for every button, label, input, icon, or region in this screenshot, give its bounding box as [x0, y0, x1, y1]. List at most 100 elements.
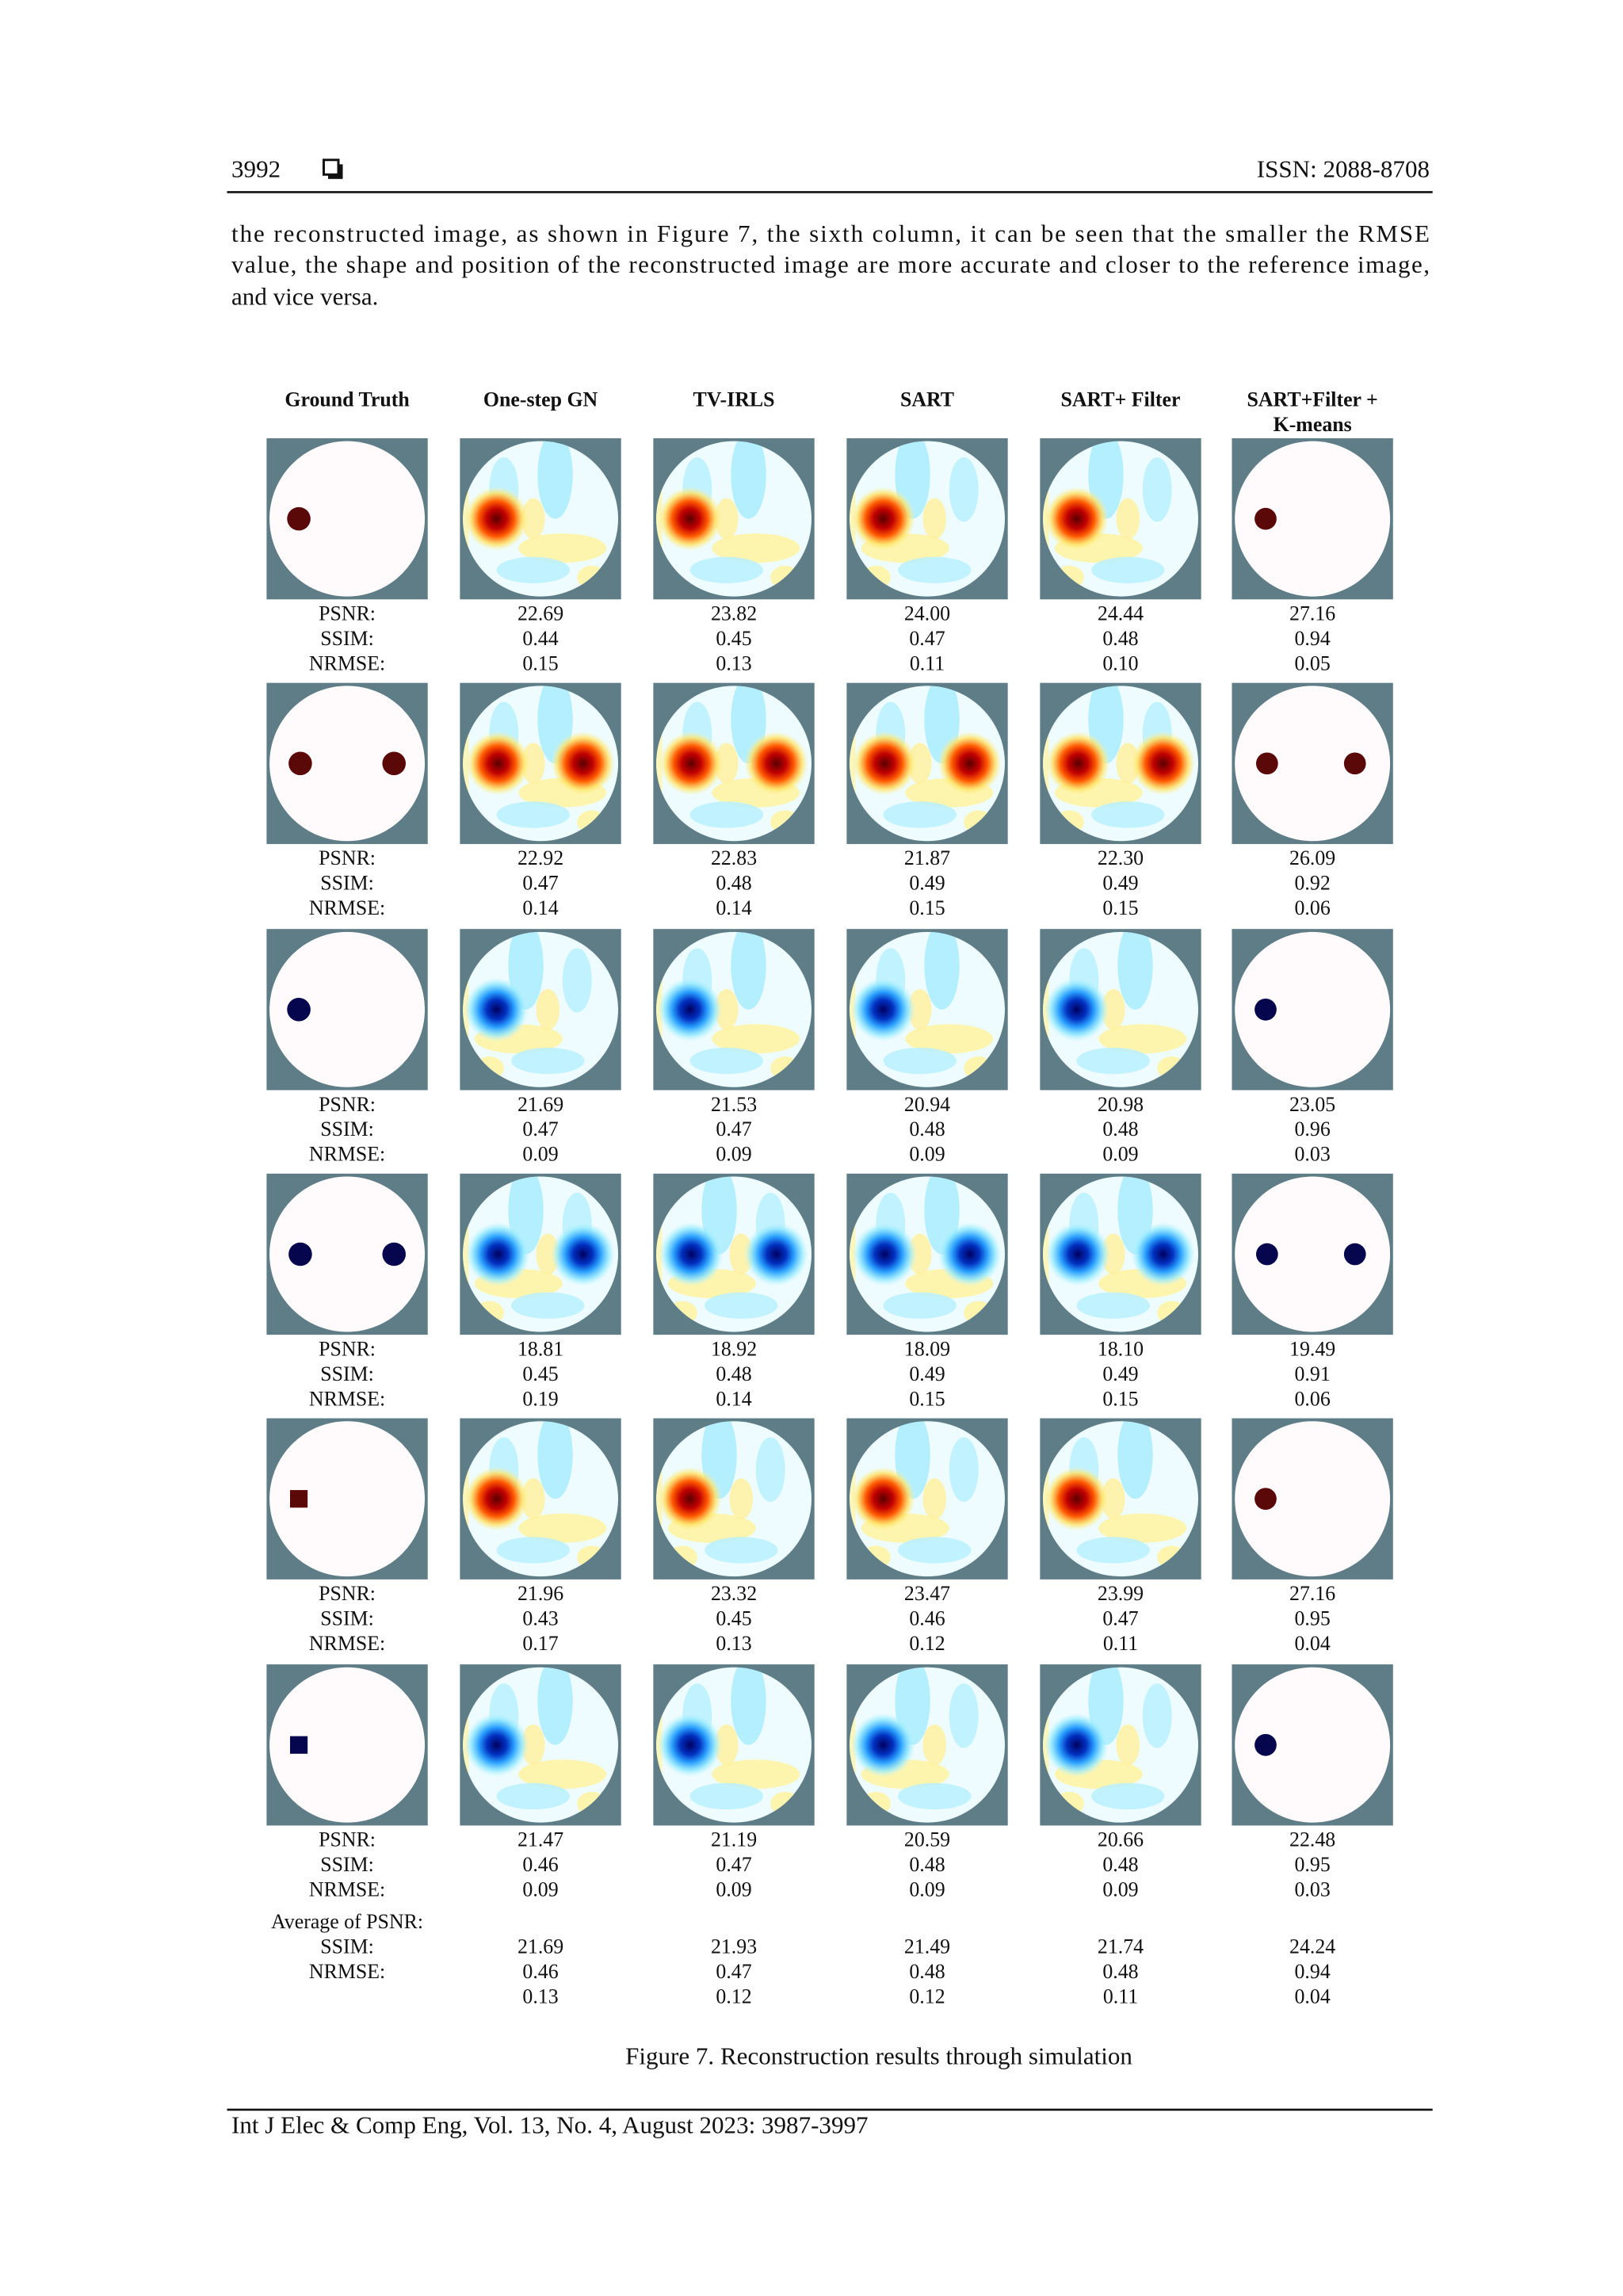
- texture: [1043, 441, 1172, 597]
- metric-value: 24.44: [1098, 602, 1144, 625]
- figure-caption: Figure 7. Reconstruction results through…: [625, 2042, 1132, 2069]
- metric-value: 0.47: [522, 872, 558, 895]
- texture: [1043, 1421, 1187, 1577]
- anomaly-blob: [657, 1713, 723, 1778]
- reconstruction-image: [846, 682, 1008, 844]
- metric-value: 0.14: [522, 896, 558, 919]
- box-icon: [323, 159, 343, 179]
- texture-blob: [1091, 1782, 1165, 1810]
- texture-blob: [518, 533, 607, 563]
- texture-blob: [922, 498, 947, 540]
- reconstruction-image: [266, 682, 428, 844]
- texture: [850, 441, 979, 597]
- anomaly-blob: [937, 731, 1002, 796]
- metric-value: 0.14: [716, 1387, 751, 1410]
- reconstruction-image: [460, 1173, 621, 1335]
- metric-value: 0.14: [716, 896, 751, 919]
- anomaly-blob: [657, 977, 723, 1042]
- texture-blob: [1076, 1292, 1150, 1319]
- footer: Int J Elec & Comp Eng, Vol. 13, No. 4, A…: [231, 2111, 869, 2138]
- metric-value: 0.49: [909, 872, 945, 895]
- metric-value: 0.15: [909, 1387, 945, 1410]
- texture: [850, 1667, 979, 1823]
- texture-blob: [907, 988, 932, 1030]
- reconstruction-image: [460, 1664, 621, 1826]
- metric-value: 27.16: [1289, 1582, 1335, 1605]
- metric-value: 23.47: [904, 1582, 950, 1605]
- metric-value: 0.15: [522, 651, 558, 674]
- texture-blob: [1091, 801, 1165, 828]
- metric-value: 0.11: [910, 651, 945, 674]
- metric-value: 21.53: [711, 1093, 757, 1116]
- texture-blob: [898, 1782, 972, 1810]
- texture-blob: [705, 1537, 778, 1564]
- metric-label: NRMSE:: [309, 1632, 385, 1655]
- metric-value: 18.09: [904, 1337, 950, 1360]
- anomaly-blob: [850, 1713, 916, 1778]
- average-value: 0.46: [522, 1960, 558, 1983]
- anomaly-blob: [937, 1221, 1002, 1287]
- reconstruction-image: [266, 437, 428, 600]
- metric-label: SSIM:: [320, 627, 374, 650]
- reconstruction-image: [460, 682, 621, 844]
- domain-circle: [269, 1176, 426, 1332]
- domain-circle: [269, 1421, 426, 1577]
- metric-value: 0.48: [909, 1853, 945, 1876]
- texture-blob: [1142, 457, 1172, 522]
- metric-value: 0.45: [522, 1362, 558, 1385]
- metric-value: 0.48: [1102, 627, 1138, 650]
- metric-value: 0.09: [522, 1143, 558, 1166]
- anomaly-blob: [657, 486, 723, 552]
- metric-label: PSNR:: [319, 602, 376, 625]
- reconstruction-image: [846, 1418, 1008, 1580]
- reconstruction-image: [1040, 1664, 1201, 1826]
- average-value: 0.11: [1103, 1985, 1138, 2008]
- texture: [463, 1667, 607, 1823]
- metric-value: 0.45: [716, 627, 751, 650]
- texture-blob: [922, 1724, 947, 1766]
- anomaly-blob: [1130, 731, 1196, 796]
- texture: [850, 686, 1002, 842]
- metric-value: 21.87: [904, 846, 950, 869]
- metric-value: 0.48: [716, 1362, 751, 1385]
- metric-value: 21.69: [517, 1093, 563, 1116]
- anomaly-blob: [464, 486, 529, 552]
- metric-value: 0.92: [1295, 872, 1331, 895]
- page-number: 3992: [231, 155, 281, 183]
- reconstruction-image: [1040, 1418, 1201, 1580]
- edge-band: [1043, 1176, 1049, 1332]
- average-label: SSIM:: [320, 1935, 374, 1958]
- column-header: TV-IRLS: [693, 388, 775, 411]
- average-value: 0.04: [1295, 1985, 1331, 2008]
- reconstruction-image: [653, 1664, 815, 1826]
- anomaly-dot: [287, 998, 311, 1022]
- metric-label: PSNR:: [319, 846, 376, 869]
- texture-blob: [898, 556, 972, 583]
- metric-value: 0.44: [522, 627, 558, 650]
- texture-blob: [715, 498, 739, 540]
- metric-value: 0.03: [1295, 1878, 1331, 1901]
- texture-blob: [689, 1782, 764, 1810]
- average-value: 0.12: [716, 1985, 751, 2008]
- anomaly-dot: [287, 506, 311, 531]
- reconstruction-image: [846, 437, 1008, 600]
- metric-label: SSIM:: [320, 1117, 374, 1140]
- metric-label: PSNR:: [319, 1828, 376, 1851]
- reconstruction-image: [846, 1664, 1008, 1826]
- column-header: K-means: [1274, 413, 1352, 436]
- texture-blob: [496, 556, 571, 583]
- texture-blob: [1098, 1513, 1187, 1543]
- metric-value: 0.05: [1295, 651, 1331, 674]
- texture: [463, 1176, 616, 1332]
- texture-blob: [536, 988, 560, 1030]
- reconstruction-image: [653, 929, 815, 1091]
- metric-value: 18.92: [711, 1337, 757, 1360]
- metric-value: 23.32: [711, 1582, 757, 1605]
- anomaly-dot: [1254, 998, 1277, 1021]
- average-value: 0.47: [716, 1960, 751, 1983]
- metric-value: 0.47: [522, 1117, 558, 1140]
- average-value: 0.48: [1102, 1960, 1138, 1983]
- metric-label: PSNR:: [319, 1093, 376, 1116]
- anomaly-blob: [550, 1221, 616, 1287]
